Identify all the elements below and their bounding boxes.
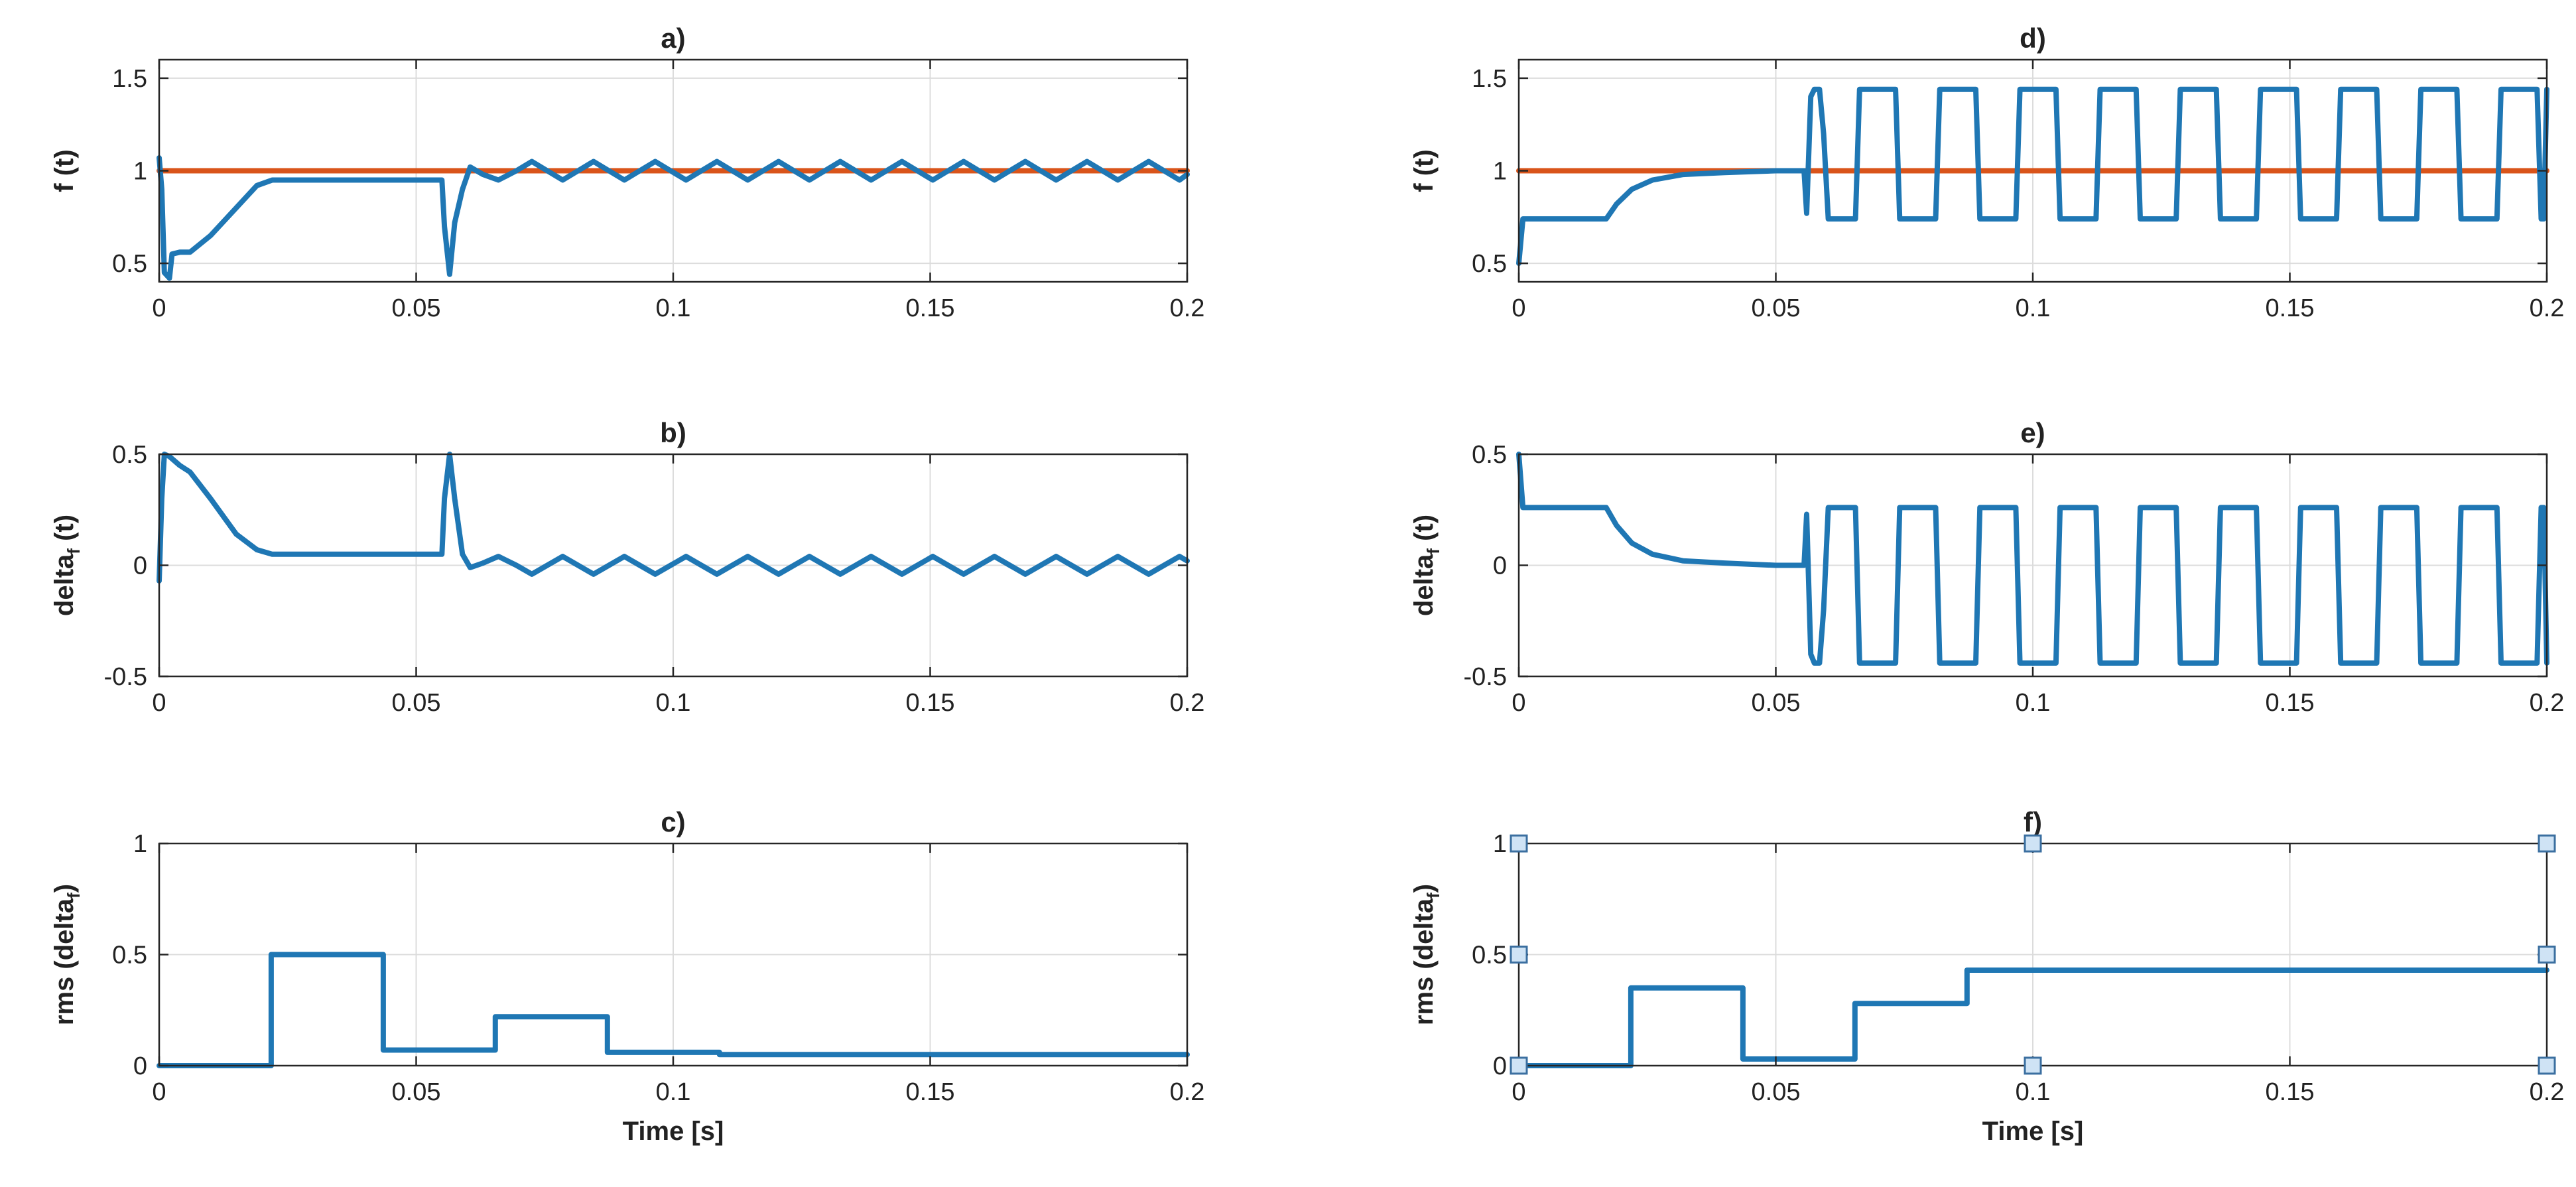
subplot-title: c) bbox=[661, 806, 685, 838]
selection-handle[interactable] bbox=[2024, 834, 2042, 853]
series-line-signal bbox=[1516, 968, 2549, 1068]
y-tick-label: 0.5 bbox=[1472, 942, 1507, 969]
y-axis-label-subscript: f bbox=[1423, 548, 1443, 554]
x-tick-label: 0 bbox=[152, 1078, 166, 1106]
x-axis-label: Time [s] bbox=[623, 1117, 724, 1146]
y-tick-label: 1 bbox=[133, 830, 147, 858]
y-tick-label: 0 bbox=[133, 552, 147, 580]
x-tick-label: 0 bbox=[1512, 1078, 1525, 1106]
x-tick-label: 0.05 bbox=[1752, 689, 1801, 717]
x-tick-label: 0.15 bbox=[2266, 1078, 2315, 1106]
subplot-title: b) bbox=[660, 417, 686, 448]
x-tick-label: 0.2 bbox=[1170, 1078, 1205, 1106]
y-tick-label: 0 bbox=[1493, 552, 1507, 580]
x-tick-label: 0.15 bbox=[2266, 294, 2315, 322]
y-axis-label-subscript: f bbox=[64, 893, 84, 899]
x-tick-label: 0.2 bbox=[2530, 1078, 2565, 1106]
x-tick-label: 0.1 bbox=[656, 1078, 691, 1106]
y-axis-label-main: delta bbox=[1409, 554, 1439, 616]
y-axis-label-main: rms (delta bbox=[50, 898, 79, 1025]
y-axis-label-subscript: f bbox=[1423, 893, 1443, 899]
subplot-d: 0 0.05 0.1 0.15 0.2 0.5 1 1.5 d) f (t) bbox=[1409, 23, 2564, 322]
y-tick-label: 0.5 bbox=[1472, 441, 1507, 469]
y-axis-label-suffix: ) bbox=[1409, 884, 1439, 893]
subplot-title: a) bbox=[661, 23, 685, 54]
x-tick-label: 0.2 bbox=[2530, 689, 2565, 717]
y-axis-label-main: f (t) bbox=[50, 149, 79, 192]
x-tick-label: 0.1 bbox=[2016, 1078, 2051, 1106]
x-tick-label: 0 bbox=[1512, 689, 1525, 717]
x-tick-label: 0.1 bbox=[2016, 294, 2051, 322]
x-tick-label: 0.15 bbox=[906, 689, 955, 717]
selection-handle[interactable] bbox=[1510, 834, 1528, 853]
x-tick-label: 0.05 bbox=[392, 689, 441, 717]
subplot-f: 0 0.05 0.1 0.15 0.200.51f)rms (deltaf)Time [… bbox=[1409, 806, 2564, 1146]
subplot-title: e) bbox=[2020, 417, 2045, 448]
selection-handle[interactable] bbox=[1510, 1056, 1528, 1075]
y-tick-label: 0.5 bbox=[112, 250, 147, 278]
subplot-b: 0 0.05 0.1 0.15 0.2-0.500.5b)deltaf (t) bbox=[50, 417, 1204, 717]
y-tick-label: 0.5 bbox=[112, 441, 147, 469]
series-line-signal bbox=[157, 155, 1190, 281]
y-tick-label: -0.5 bbox=[1464, 663, 1507, 691]
subplot-title: d) bbox=[2020, 23, 2046, 54]
y-tick-label: 1 bbox=[1493, 158, 1507, 186]
y-axis-label: deltaf (t) bbox=[50, 515, 84, 616]
subplot-e: 0 0.05 0.1 0.15 0.2-0.500.5e)deltaf (t) bbox=[1409, 417, 2564, 717]
x-tick-label: 0.05 bbox=[1752, 1078, 1801, 1106]
y-tick-label: 0.5 bbox=[1472, 250, 1507, 278]
x-tick-label: 0.15 bbox=[2266, 689, 2315, 717]
selection-handle[interactable] bbox=[2024, 1056, 2042, 1075]
y-axis-label-suffix: (t) bbox=[1409, 515, 1439, 548]
selection-handle[interactable] bbox=[2538, 1056, 2556, 1075]
x-tick-label: 0.2 bbox=[1170, 689, 1205, 717]
series-line-signal bbox=[157, 452, 1190, 584]
x-axis-label: Time [s] bbox=[1982, 1117, 2084, 1146]
y-tick-label: -0.5 bbox=[104, 663, 147, 691]
y-tick-label: 1 bbox=[133, 158, 147, 186]
x-tick-label: 0.2 bbox=[2530, 294, 2565, 322]
series-line-signal bbox=[1516, 452, 2549, 666]
x-tick-label: 0.05 bbox=[392, 1078, 441, 1106]
x-tick-label: 0.1 bbox=[2016, 689, 2051, 717]
subplot-title: f) bbox=[2024, 806, 2042, 838]
y-axis-label-main: delta bbox=[50, 554, 79, 616]
selection-handle[interactable] bbox=[1510, 946, 1528, 964]
y-axis-label-main: rms (delta bbox=[1409, 898, 1439, 1025]
x-tick-label: 0 bbox=[152, 689, 166, 717]
x-tick-label: 0 bbox=[1512, 294, 1525, 322]
x-tick-label: 0.15 bbox=[906, 294, 955, 322]
y-axis-label: f (t) bbox=[50, 149, 79, 192]
x-tick-label: 0 bbox=[152, 294, 166, 322]
subplot-a: 0 0.05 0.1 0.15 0.2 0.5 1 1.5 a) f (t) bbox=[50, 23, 1204, 322]
x-tick-label: 0.2 bbox=[1170, 294, 1205, 322]
y-tick-label: 1.5 bbox=[112, 65, 147, 93]
x-tick-label: 0.1 bbox=[656, 294, 691, 322]
selection-handle[interactable] bbox=[2538, 946, 2556, 964]
y-axis-label-subscript: f bbox=[64, 548, 84, 554]
y-axis-label: deltaf (t) bbox=[1409, 515, 1443, 616]
y-tick-label: 0 bbox=[1493, 1052, 1507, 1080]
y-tick-label: 1 bbox=[1493, 830, 1507, 858]
x-tick-label: 0.05 bbox=[392, 294, 441, 322]
series-line-signal bbox=[157, 952, 1190, 1068]
y-axis-label-suffix: (t) bbox=[50, 515, 79, 548]
x-tick-label: 0.15 bbox=[906, 1078, 955, 1106]
subplot-c: 0 0.05 0.1 0.15 0.2 0 0.5 1 c) rms (deltaf) Time [… bbox=[50, 806, 1204, 1146]
y-tick-label: 1.5 bbox=[1472, 65, 1507, 93]
y-axis-label: rms (deltaf) bbox=[1409, 884, 1443, 1025]
y-axis-label: rms (deltaf) bbox=[50, 884, 84, 1025]
y-tick-label: 0 bbox=[133, 1052, 147, 1080]
y-axis-label: f (t) bbox=[1409, 149, 1439, 192]
y-axis-label-suffix: ) bbox=[50, 884, 79, 893]
x-tick-label: 0.05 bbox=[1752, 294, 1801, 322]
series-line-signal bbox=[1516, 86, 2549, 267]
y-tick-label: 0.5 bbox=[112, 942, 147, 969]
selection-handle[interactable] bbox=[2538, 834, 2556, 853]
x-tick-label: 0.1 bbox=[656, 689, 691, 717]
y-axis-label-main: f (t) bbox=[1409, 149, 1439, 192]
